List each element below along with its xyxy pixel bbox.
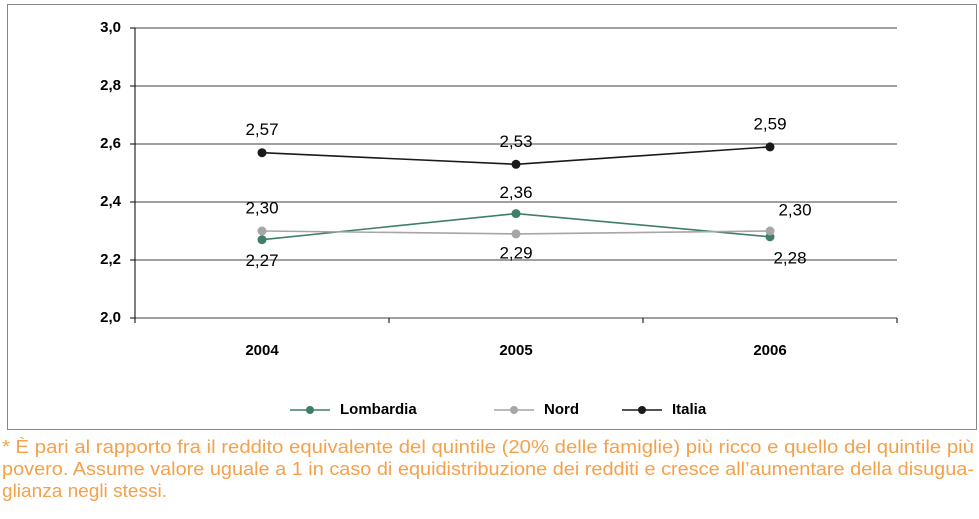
- legend-label: Nord: [544, 401, 579, 418]
- data-point: [511, 209, 521, 219]
- data-label: 2,29: [499, 243, 532, 262]
- legend-marker: [638, 406, 646, 414]
- data-label: 2,57: [245, 120, 278, 139]
- y-tick-label: 2,4: [100, 193, 122, 210]
- data-label: 2,28: [773, 248, 806, 267]
- data-label: 2,53: [499, 132, 532, 151]
- data-label: 2,36: [499, 183, 532, 202]
- data-point: [257, 235, 267, 245]
- data-point: [257, 226, 267, 236]
- x-tick-label: 2005: [499, 342, 532, 359]
- legend-label: Lombardia: [340, 401, 417, 418]
- data-label: 2,27: [245, 251, 278, 270]
- legend-label: Italia: [672, 401, 707, 418]
- legend-marker: [306, 406, 314, 414]
- data-point: [511, 159, 521, 169]
- y-tick-label: 2,2: [100, 251, 121, 268]
- footnote: * È pari al rapporto fra il reddito equi…: [2, 437, 974, 457]
- y-tick-label: 2,6: [100, 135, 121, 152]
- x-tick-label: 2004: [245, 342, 279, 359]
- data-point: [511, 229, 521, 239]
- y-tick-label: 3,0: [100, 19, 121, 36]
- y-tick-label: 2,0: [100, 309, 121, 326]
- y-tick-label: 2,8: [100, 77, 121, 94]
- x-tick-label: 2006: [753, 342, 786, 359]
- data-point: [765, 226, 775, 236]
- data-point: [257, 148, 267, 158]
- footnote: glianza negli stessi.: [2, 481, 167, 501]
- data-label: 2,30: [778, 200, 811, 219]
- data-label: 2,30: [245, 198, 278, 217]
- footnote: povero. Assume valore uguale a 1 in caso…: [2, 459, 974, 479]
- legend-marker: [510, 406, 518, 414]
- chart-border: [7, 4, 977, 430]
- data-point: [765, 142, 775, 152]
- data-label: 2,59: [753, 114, 786, 133]
